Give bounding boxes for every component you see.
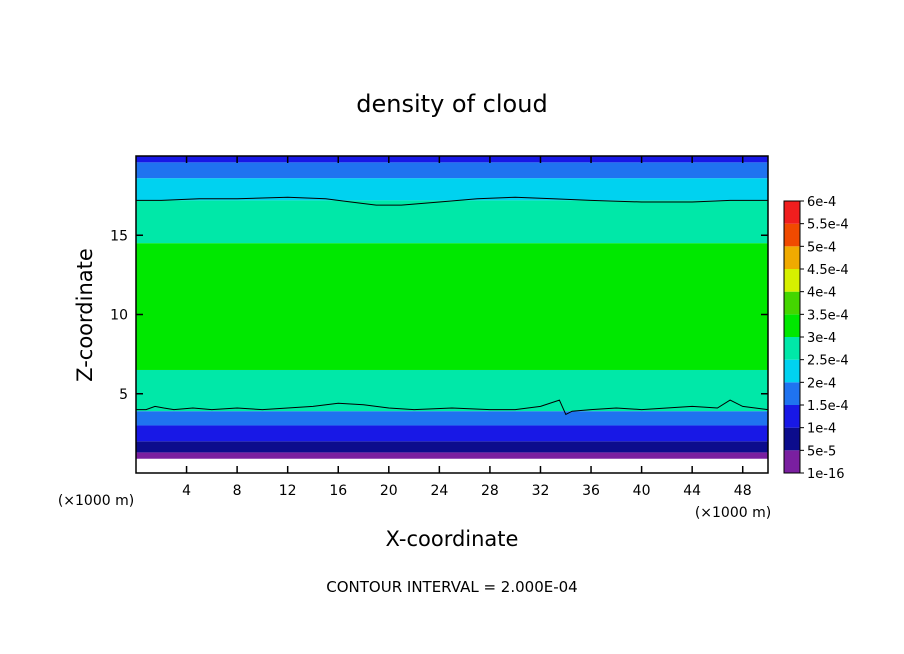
z-axis-ticks: 5 10 15 — [110, 228, 768, 403]
colorbar-swatch-10 — [784, 223, 800, 247]
colorbar-label-1: 5e-5 — [807, 444, 836, 459]
colorbar-swatch-1 — [784, 427, 800, 451]
field-band-1 — [136, 441, 768, 453]
x-unit-label-right: (×1000 m) — [695, 505, 771, 521]
colorbar-label-12: 6e-4 — [807, 195, 836, 210]
colorbar-swatch-11 — [784, 201, 800, 224]
z-tick-label-10: 10 — [110, 308, 128, 324]
density-field — [136, 156, 768, 459]
colorbar-swatch-0 — [784, 450, 800, 473]
contour-line-0 — [136, 196, 768, 206]
colorbar-label-10: 5e-4 — [807, 240, 836, 255]
field-band-7 — [136, 178, 768, 201]
field-band-4 — [136, 369, 768, 412]
field-band-0 — [136, 452, 768, 459]
x-tick-label-4: 4 — [182, 483, 191, 499]
colorbar-label-4: 2e-4 — [807, 376, 836, 391]
x-tick-label-40: 40 — [633, 483, 651, 499]
colorbar-swatch-2 — [784, 405, 800, 428]
x-tick-label-8: 8 — [233, 483, 242, 499]
colorbar-swatch-8 — [784, 269, 800, 292]
x-tick-label-12: 12 — [279, 483, 297, 499]
colorbar: 1e-16 5e-5 1e-4 1.5e-4 2e-4 2.5e-4 3e-4 3.5e-4 4… — [783, 195, 849, 482]
colorbar-label-7: 3.5e-4 — [807, 308, 849, 323]
x-tick-label-16: 16 — [329, 483, 347, 499]
field-band-9 — [136, 156, 768, 163]
contour-interval-note: CONTOUR INTERVAL = 2.000E-04 — [326, 578, 577, 596]
x-tick-label-36: 36 — [582, 483, 600, 499]
field-band-3 — [136, 411, 768, 426]
colorbar-label-3: 1.5e-4 — [807, 399, 849, 414]
contour-line-1 — [136, 399, 768, 416]
x-tick-label-20: 20 — [380, 483, 398, 499]
contour-lines — [136, 196, 768, 416]
colorbar-label-11: 5.5e-4 — [807, 218, 849, 233]
field-band-2 — [136, 425, 768, 442]
colorbar-label-0: 1e-16 — [807, 467, 845, 482]
x-tick-label-24: 24 — [430, 483, 448, 499]
x-tick-label-32: 32 — [532, 483, 550, 499]
field-band-5 — [136, 243, 768, 370]
x-tick-label-28: 28 — [481, 483, 499, 499]
colorbar-label-6: 3e-4 — [807, 331, 836, 346]
z-tick-label-15: 15 — [110, 228, 128, 244]
colorbar-label-9: 4.5e-4 — [807, 263, 849, 278]
colorbar-label-8: 4e-4 — [807, 286, 836, 301]
x-axis-ticks: 4 8 12 16 20 24 28 32 36 40 44 48 — [182, 156, 752, 499]
colorbar-label-5: 2.5e-4 — [807, 354, 849, 369]
colorbar-swatch-7 — [784, 291, 800, 315]
colorbar-swatch-6 — [784, 314, 800, 337]
plot-area — [136, 156, 768, 473]
colorbar-swatch-5 — [784, 337, 800, 360]
colorbar-swatch-3 — [784, 382, 800, 405]
x-unit-label-left: (×1000 m) — [58, 493, 134, 509]
colorbar-swatch-9 — [784, 246, 800, 269]
colorbar-swatch-4 — [784, 359, 800, 383]
chart-title: density of cloud — [356, 90, 547, 118]
z-tick-label-5: 5 — [119, 387, 128, 403]
field-band-8 — [136, 162, 768, 179]
x-tick-label-48: 48 — [734, 483, 752, 499]
z-axis-title: Z-coordinate — [73, 248, 97, 382]
x-axis-title: X-coordinate — [386, 527, 519, 551]
field-band-6 — [136, 200, 768, 244]
colorbar-label-2: 1e-4 — [807, 422, 836, 437]
x-tick-label-44: 44 — [683, 483, 701, 499]
